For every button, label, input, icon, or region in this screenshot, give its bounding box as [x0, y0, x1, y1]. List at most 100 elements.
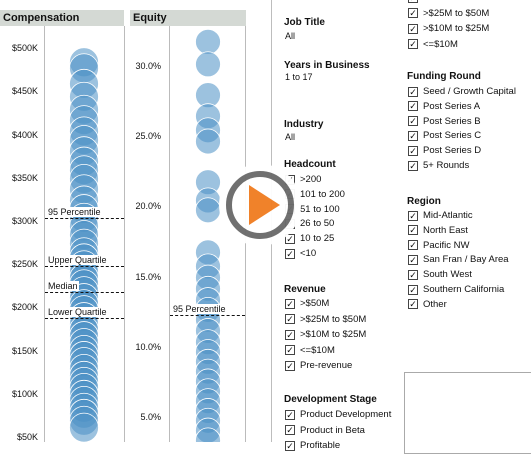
play-ring [226, 171, 294, 239]
filter-checkbox-item[interactable]: ✓ Other [408, 298, 447, 311]
empty-panel [404, 372, 531, 454]
filter-checkbox-item[interactable]: ✓ >$10M to $25M [408, 22, 489, 35]
filter-checkbox-item[interactable]: ✓ [408, 0, 423, 4]
headcount-label: Headcount [284, 159, 336, 170]
checkbox[interactable]: ✓ [408, 254, 418, 265]
checkbox-label: South West [423, 269, 472, 281]
play-button[interactable] [219, 164, 301, 246]
filter-checkbox-item[interactable]: ✓ Southern California [408, 283, 504, 296]
checkbox-label: Product in Beta [300, 424, 365, 436]
y-tick-label: $150K [11, 345, 38, 356]
checkbox-label: >$10M to $25M [423, 23, 490, 34]
checkbox-label: Pre-revenue [300, 360, 353, 371]
filter-checkbox-item[interactable]: ✓ >$10M to $25M [285, 328, 366, 341]
filter-checkbox-item[interactable]: ✓ San Fran / Bay Area [408, 253, 509, 266]
checkbox[interactable]: ✓ [408, 160, 418, 171]
checkbox[interactable]: ✓ [285, 409, 295, 420]
checkbox-label: >$25M to $50M [300, 313, 367, 325]
checkbox[interactable]: ✓ [408, 269, 418, 280]
y-tick-label: 20.0% [135, 201, 161, 212]
data-bubble[interactable] [195, 51, 221, 78]
y-tick-label: $400K [11, 129, 38, 140]
filter-checkbox-item[interactable]: ✓ Post Series D [408, 144, 481, 157]
filter-checkbox-item[interactable]: ✓ Post Series A [408, 100, 480, 113]
checkbox[interactable]: ✓ [285, 298, 295, 309]
compensation-plot [69, 47, 99, 442]
checkbox[interactable]: ✓ [285, 440, 295, 451]
y-tick-label: $100K [11, 388, 38, 399]
data-bubble[interactable] [69, 412, 99, 442]
checkbox[interactable]: ✓ [408, 299, 418, 310]
checkbox[interactable]: ✓ [408, 86, 418, 97]
filter-checkbox-item[interactable]: ✓ 10 to 25 [285, 232, 334, 245]
checkbox[interactable]: ✓ [285, 314, 295, 324]
checkbox-label: Southern California [423, 284, 505, 295]
checkbox[interactable]: ✓ [408, 0, 418, 3]
job-title-value[interactable]: All [285, 31, 296, 41]
data-bubble[interactable] [195, 197, 221, 224]
funding-round-label: Funding Round [407, 71, 481, 82]
checkbox[interactable]: ✓ [408, 101, 418, 112]
filter-checkbox-item[interactable]: ✓ <=$10M [408, 38, 458, 51]
data-bubble[interactable] [195, 28, 221, 55]
filter-checkbox-item[interactable]: ✓ Post Series B [408, 115, 481, 128]
filter-checkbox-item[interactable]: ✓ 5+ Rounds [408, 159, 469, 172]
reference-line-label: 95 Percentile [47, 206, 102, 217]
filter-checkbox-item[interactable]: ✓ Seed / Growth Capital [408, 85, 516, 98]
checkbox-label: 51 to 100 [300, 203, 340, 215]
checkbox[interactable]: ✓ [408, 210, 418, 221]
y-tick-label: $300K [11, 216, 38, 227]
checkbox[interactable]: ✓ [408, 8, 418, 18]
data-bubble[interactable] [195, 128, 221, 155]
checkbox[interactable]: ✓ [285, 345, 295, 355]
data-bubble[interactable] [195, 427, 221, 442]
checkbox[interactable]: ✓ [408, 23, 418, 34]
filter-checkbox-item[interactable]: ✓ >$25M to $50M [408, 7, 489, 20]
compensation-header: Compensation [0, 10, 124, 26]
filter-checkbox-item[interactable]: ✓ Mid-Atlantic [408, 209, 473, 222]
checkbox[interactable]: ✓ [285, 360, 295, 371]
checkbox[interactable]: ✓ [408, 130, 418, 141]
compensation-y-axis: $500K $450K $400K $350K $300K $250K $200K $150K… [0, 26, 44, 442]
filter-checkbox-item[interactable]: ✓ North East [408, 224, 468, 237]
filter-checkbox-item[interactable]: ✓ Product Development [285, 408, 391, 421]
checkbox[interactable]: ✓ [408, 225, 418, 236]
filter-checkbox-item[interactable]: ✓ Profitable [285, 439, 340, 452]
checkbox[interactable]: ✓ [408, 240, 418, 251]
compensation-chart[interactable]: 95 Percentile Upper Quartile Median Lower Q… [44, 26, 125, 442]
reference-line [45, 292, 124, 293]
filter-checkbox-item[interactable]: ✓ Pre-revenue [285, 359, 352, 372]
filter-checkbox-item[interactable]: ✓ >$25M to $50M [285, 313, 366, 326]
reference-line-label: Median [47, 281, 79, 291]
checkbox[interactable]: ✓ [285, 248, 295, 259]
checkbox-label: Mid-Atlantic [423, 210, 473, 221]
reference-line-label: Upper Quartile [47, 255, 108, 266]
filter-checkbox-item[interactable]: ✓ Pacific NW [408, 239, 469, 252]
checkbox[interactable]: ✓ [408, 145, 418, 156]
checkbox[interactable]: ✓ [285, 425, 295, 435]
region-label: Region [407, 196, 441, 207]
checkbox-label: San Fran / Bay Area [423, 254, 509, 266]
checkbox[interactable]: ✓ [408, 116, 418, 127]
filter-checkbox-item[interactable]: ✓ <10 [285, 247, 316, 260]
filter-checkbox-item[interactable]: ✓ Product in Beta [285, 424, 365, 437]
play-icon [249, 185, 280, 225]
filter-checkbox-item[interactable]: ✓ >$50M [285, 297, 329, 310]
equity-header: Equity [130, 10, 246, 26]
reference-line [45, 317, 124, 319]
y-tick-label: 15.0% [135, 271, 161, 282]
industry-value[interactable]: All [285, 132, 296, 142]
filter-checkbox-item[interactable]: ✓ South West [408, 268, 472, 281]
checkbox[interactable]: ✓ [285, 329, 295, 340]
filter-checkbox-item[interactable]: ✓ Post Series C [408, 129, 481, 142]
y-tick-label: $250K [11, 259, 38, 270]
checkbox[interactable]: ✓ [285, 233, 295, 244]
checkbox[interactable]: ✓ [408, 284, 418, 295]
reference-line [45, 217, 124, 219]
years-value[interactable]: 1 to 17 [285, 72, 313, 82]
revenue-label: Revenue [284, 284, 326, 295]
filter-checkbox-item[interactable]: ✓ <=$10M [285, 344, 335, 357]
reference-line [45, 266, 124, 268]
checkbox-label: Post Series D [423, 145, 482, 157]
checkbox[interactable]: ✓ [408, 39, 418, 49]
